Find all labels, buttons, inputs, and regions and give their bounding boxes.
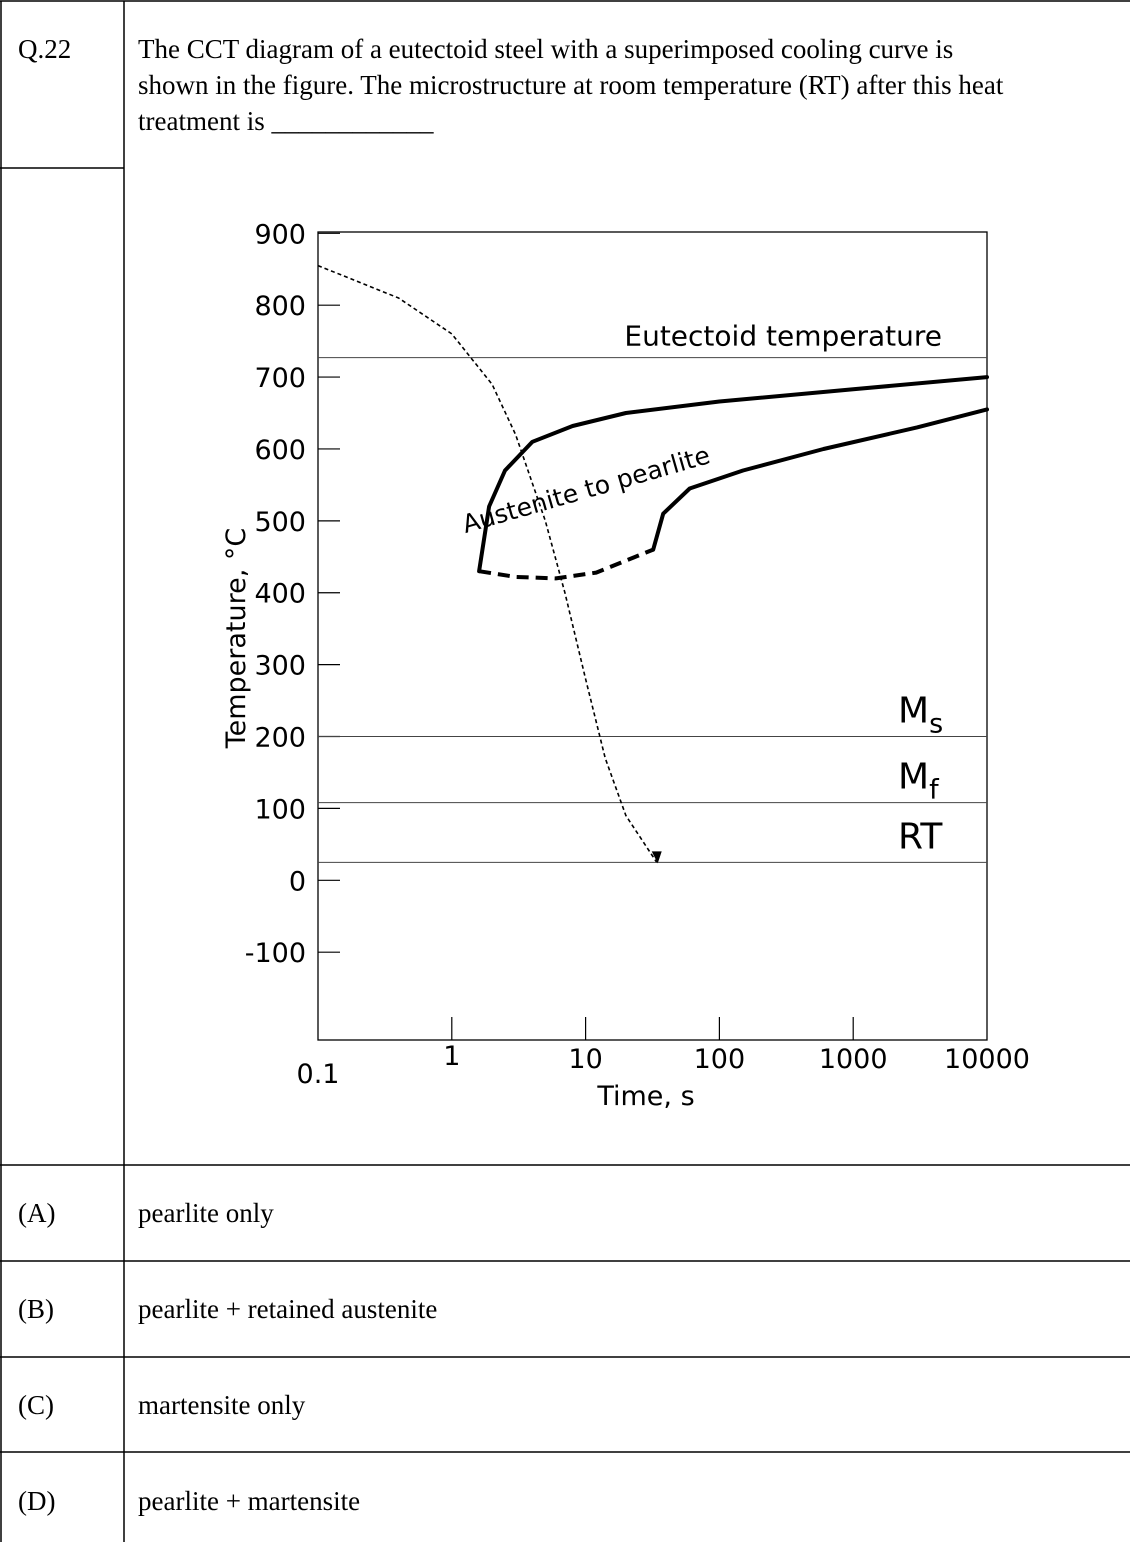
x-tick-label: 100 <box>694 1044 746 1075</box>
x-tick-label: 0.1 <box>297 1059 340 1090</box>
y-tick-label: 300 <box>254 651 306 682</box>
cooling-arrowhead <box>651 851 662 864</box>
reference-lines: Eutectoid temperature Ms Mf RT <box>318 320 987 863</box>
option-b-text: pearlite + retained austenite <box>138 1294 437 1324</box>
option-a-label: (A) <box>18 1198 55 1228</box>
question-line-3: treatment is ____________ <box>138 106 434 136</box>
start-curve <box>477 375 989 574</box>
y-tick-label: 200 <box>254 723 306 754</box>
option-d-text: pearlite + martensite <box>138 1486 360 1516</box>
y-tick-label: 500 <box>254 507 306 538</box>
y-tick-label: 700 <box>254 363 306 394</box>
reference-line-label: RT <box>898 816 943 857</box>
x-tick-label: 1000 <box>819 1044 888 1075</box>
option-d[interactable]: (D) pearlite + martensite <box>18 1486 360 1516</box>
option-c[interactable]: (C) martensite only <box>18 1390 306 1420</box>
option-a-text: pearlite only <box>138 1198 274 1228</box>
cooling-curve <box>317 264 658 863</box>
question-line-1: The CCT diagram of a eutectoid steel wit… <box>138 34 953 64</box>
option-a[interactable]: (A) pearlite only <box>18 1198 274 1228</box>
option-b[interactable]: (B) pearlite + retained austenite <box>18 1294 437 1324</box>
y-tick-label: -100 <box>245 938 306 969</box>
option-d-label: (D) <box>18 1486 55 1516</box>
y-tick-label: 0 <box>289 866 306 897</box>
x-tick-label: 1 <box>443 1041 460 1072</box>
y-tick-label: 400 <box>254 579 306 610</box>
option-b-label: (B) <box>18 1294 54 1324</box>
nose-curve <box>478 547 654 581</box>
question-line-2: shown in the figure. The microstructure … <box>138 70 1004 100</box>
reference-line-label: Ms <box>898 691 943 740</box>
y-tick-label: 900 <box>254 219 306 250</box>
y-tick-label: 800 <box>254 291 306 322</box>
transformation-curves <box>317 264 989 864</box>
finish-curve <box>651 407 989 552</box>
question-number: Q.22 <box>18 34 71 64</box>
x-tick-label: 10 <box>568 1044 602 1075</box>
y-tick-label: 100 <box>254 794 306 825</box>
option-c-text: martensite only <box>138 1390 306 1420</box>
option-c-label: (C) <box>18 1390 54 1420</box>
y-axis-label: Temperature, °C <box>221 528 252 750</box>
x-tick-label: 10000 <box>944 1044 1030 1075</box>
eutectoid-label: Eutectoid temperature <box>624 320 942 353</box>
plot-frame <box>317 231 988 1041</box>
reference-line-label: Mf <box>898 757 940 806</box>
y-tick-label: 600 <box>254 435 306 466</box>
x-axis-label: Time, s <box>596 1081 694 1112</box>
